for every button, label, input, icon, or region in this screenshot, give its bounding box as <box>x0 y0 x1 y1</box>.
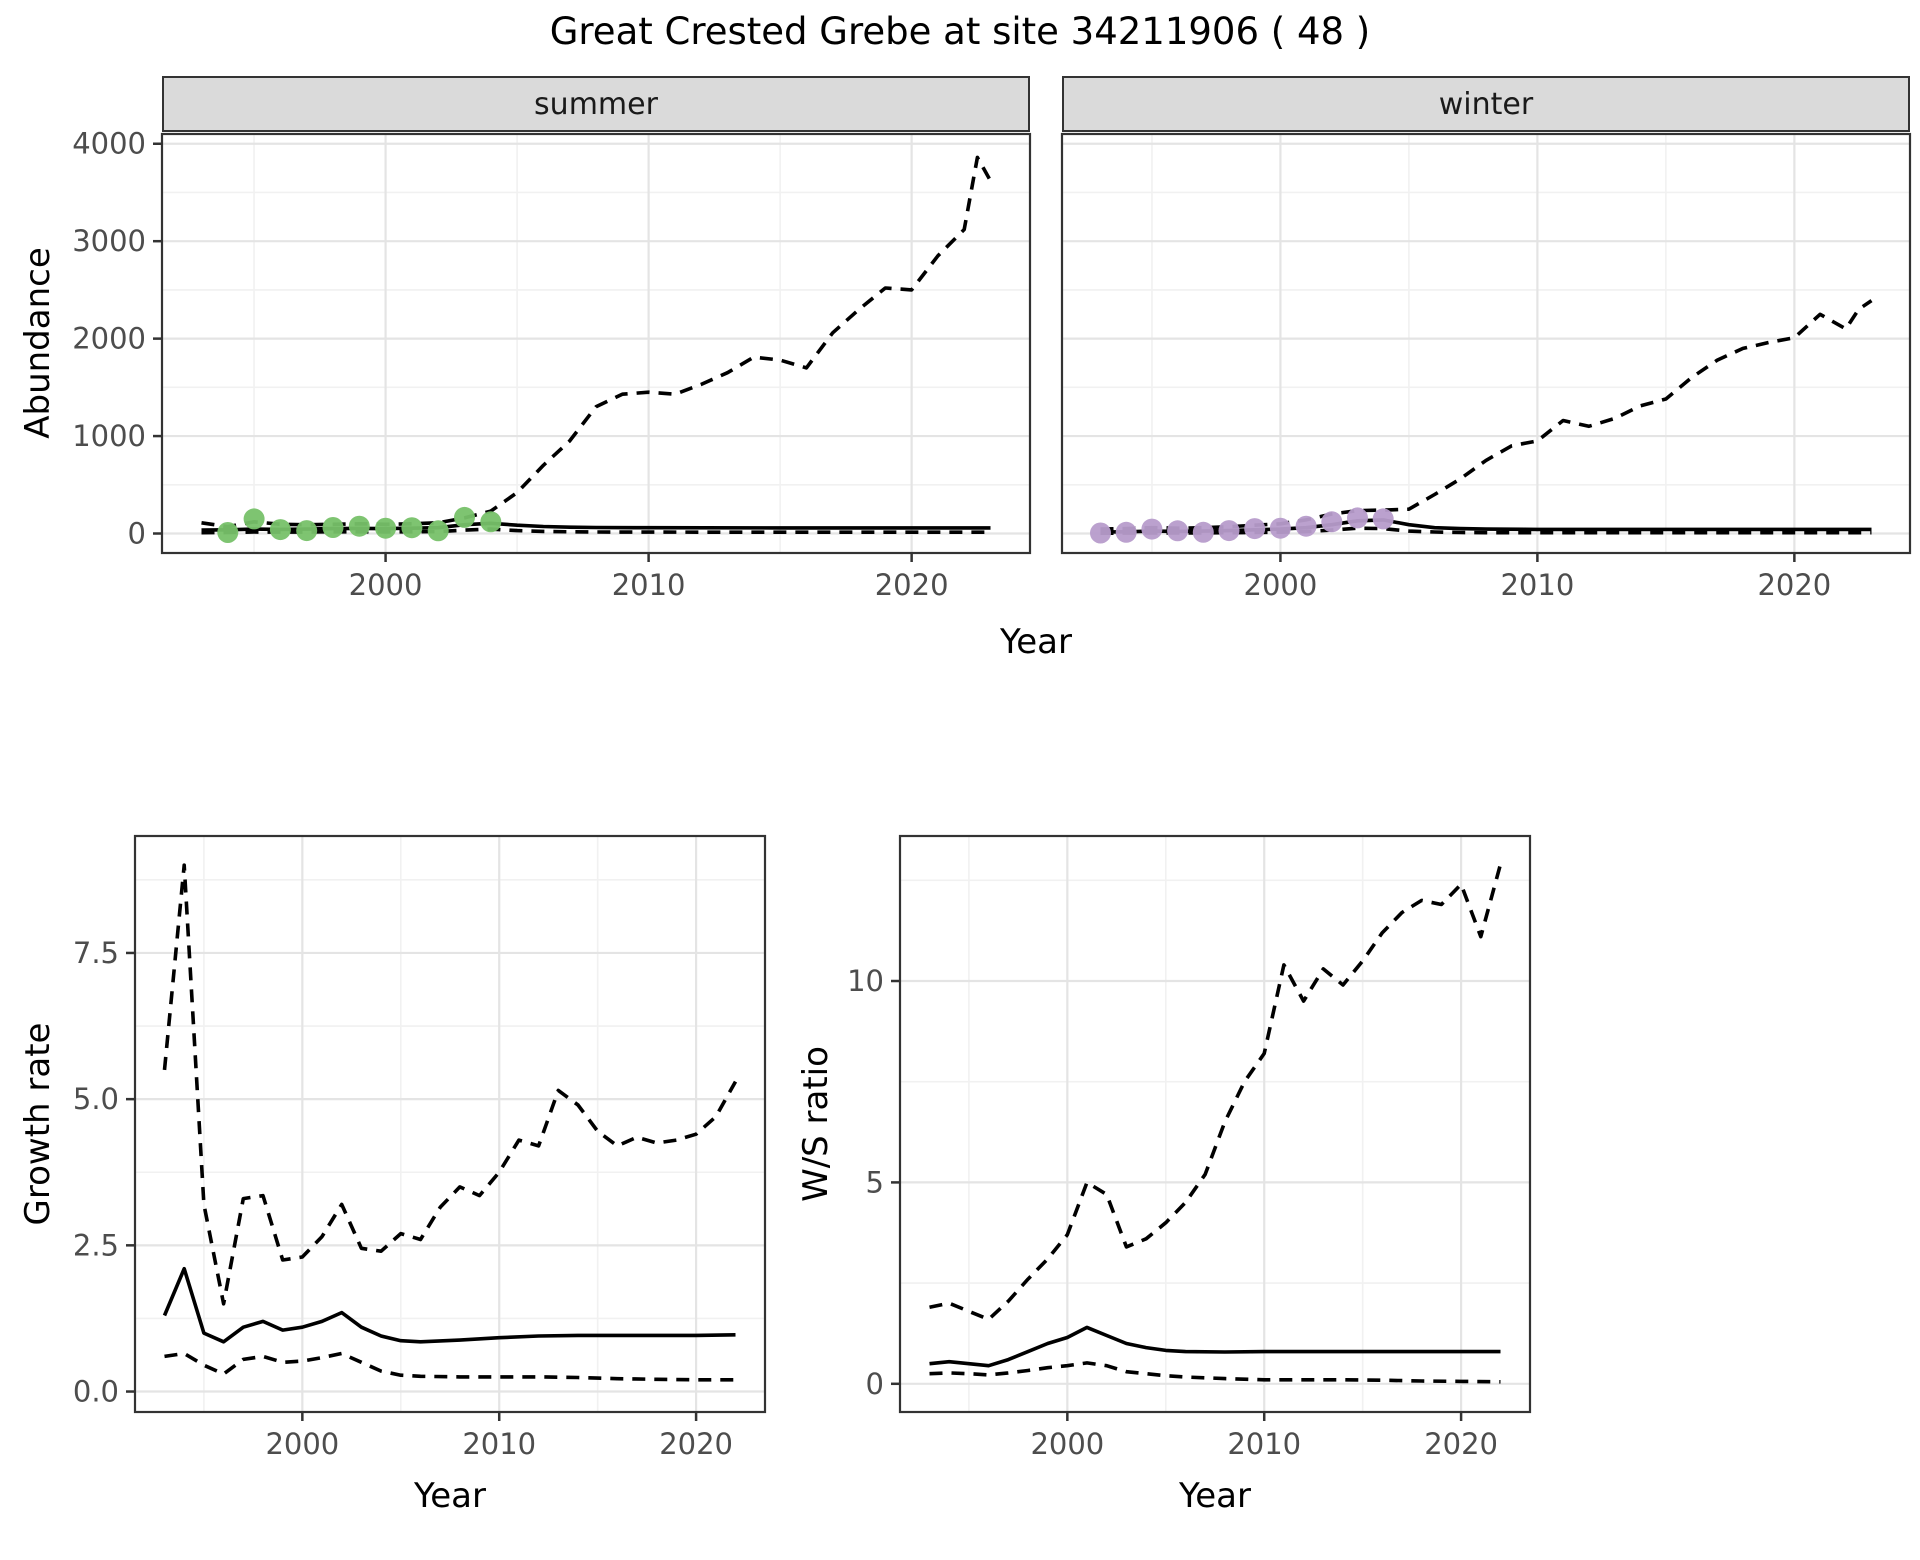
abundance-winter-observed-point <box>1372 508 1394 530</box>
facet-strip-summer-label: summer <box>534 86 658 122</box>
abundance-winter-panel <box>1062 134 1910 553</box>
abundance-winter-observed-point <box>1347 507 1368 529</box>
x-tick-label: 2020 <box>1757 568 1831 602</box>
y-tick-label: 10 <box>847 964 884 998</box>
y-tick-label: 3000 <box>72 224 146 258</box>
abundance-summer-observed-point <box>296 520 318 542</box>
y-axis-title-growth-rate: Growth rate <box>18 1022 58 1226</box>
y-tick-label: 7.5 <box>73 936 119 970</box>
growth-rate-upper-ci-line <box>162 863 738 1306</box>
abundance-winter-observed-point <box>1295 515 1317 537</box>
growth-rate-panel <box>135 836 765 1412</box>
y-axis-title-ws-ratio: W/S ratio <box>796 1046 836 1202</box>
abundance-winter-observed-point <box>1090 522 1111 544</box>
growth-rate-median-line <box>162 1266 736 1344</box>
abundance-summer-observed-point <box>480 511 502 533</box>
abundance-winter-panel-border <box>1060 132 1912 555</box>
x-tick-label: 2010 <box>612 568 686 602</box>
x-tick-label: 2020 <box>1424 1427 1498 1461</box>
y-tick-label: 1000 <box>72 419 146 453</box>
x-axis-title-year-top: Year <box>1000 622 1072 662</box>
ws-ratio-median-line <box>929 1325 1501 1368</box>
abundance-winter-observed-point <box>1244 518 1266 540</box>
abundance-summer-panel <box>162 134 1030 553</box>
abundance-summer-lower-ci-line <box>201 527 991 535</box>
y-tick-label: 0 <box>866 1367 884 1401</box>
y-tick-label: 2000 <box>72 322 146 356</box>
abundance-summer-observed-point <box>322 517 344 538</box>
x-axis-title-year-bottom-left: Year <box>414 1476 486 1516</box>
x-tick-label: 2020 <box>875 568 949 602</box>
y-tick-label: 2.5 <box>73 1228 119 1262</box>
ws-ratio-upper-ci-line <box>929 863 1503 1322</box>
growth-rate-lower-ci-line <box>164 1351 736 1382</box>
abundance-summer-observed-point <box>375 517 397 539</box>
abundance-winter-observed-point <box>1115 521 1137 543</box>
x-tick-label: 2010 <box>1500 568 1574 602</box>
abundance-winter-observed-point <box>1269 517 1291 539</box>
x-tick-label: 2000 <box>349 568 423 602</box>
ws-ratio-panel <box>900 836 1530 1412</box>
x-axis-title-year-bottom-right: Year <box>1179 1476 1251 1516</box>
abundance-summer-observed-point <box>427 520 449 542</box>
y-tick-label: 5 <box>866 1165 884 1199</box>
y-tick-label: 5.0 <box>73 1082 119 1116</box>
abundance-winter-observed-point <box>1192 521 1214 543</box>
x-tick-label: 2010 <box>462 1427 536 1461</box>
x-tick-label: 2000 <box>1244 568 1318 602</box>
ws-ratio-lower-ci-line <box>929 1361 1501 1384</box>
facet-strip-winter-label: winter <box>1438 86 1534 122</box>
ws-ratio-panel-border <box>898 834 1532 1414</box>
growth-rate-panel-border <box>133 834 767 1414</box>
abundance-summer-observed-point <box>269 519 291 541</box>
x-tick-label: 2000 <box>1030 1427 1104 1461</box>
abundance-summer-observed-point <box>243 508 265 530</box>
y-tick-label: 0.0 <box>73 1375 119 1409</box>
facet-strip-winter: winter <box>1062 76 1910 132</box>
y-axis-title-abundance: Abundance <box>18 247 58 439</box>
abundance-summer-observed-point <box>454 506 475 528</box>
abundance-winter-observed-point <box>1218 520 1240 542</box>
x-tick-label: 2000 <box>265 1427 339 1461</box>
abundance-winter-observed-point <box>1321 511 1343 533</box>
abundance-winter-observed-point <box>1167 520 1189 542</box>
chart-title: Great Crested Grebe at site 34211906 ( 4… <box>549 10 1371 53</box>
abundance-winter-observed-point <box>1141 518 1163 540</box>
abundance-summer-panel-border <box>160 132 1032 555</box>
abundance-summer-observed-point <box>217 522 239 543</box>
abundance-summer-observed-point <box>348 515 370 537</box>
x-tick-label: 2010 <box>1227 1427 1301 1461</box>
abundance-winter-lower-ci-line <box>1100 526 1872 535</box>
x-tick-label: 2020 <box>659 1427 733 1461</box>
y-tick-label: 4000 <box>72 127 146 161</box>
y-tick-label: 0 <box>128 517 146 551</box>
facet-strip-summer: summer <box>162 76 1030 132</box>
abundance-summer-observed-point <box>401 517 423 539</box>
